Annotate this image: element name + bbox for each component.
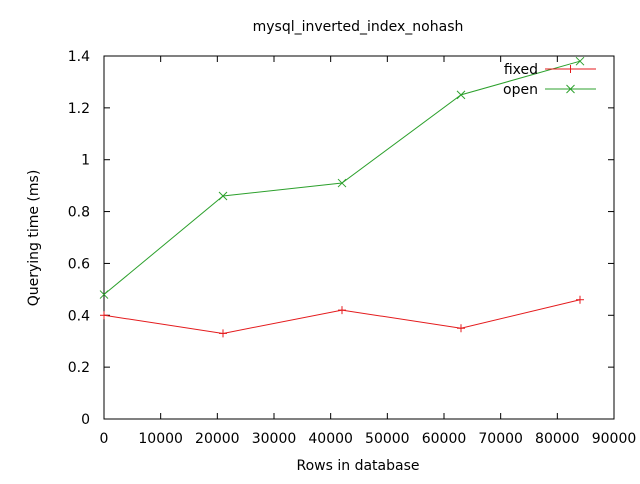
y-axis-label: Querying time (ms) <box>26 170 42 307</box>
y-tick-label: 1.2 <box>68 101 90 117</box>
y-tick-label: 0.6 <box>68 256 90 272</box>
marker-stroke <box>575 56 585 66</box>
y-tick-label: 1 <box>81 153 90 169</box>
series-group <box>99 56 585 338</box>
series-open <box>99 56 585 299</box>
data-point-open <box>337 178 347 188</box>
x-tick-label: 70000 <box>478 431 523 447</box>
data-point-fixed <box>457 324 465 333</box>
series-fixed <box>100 295 584 338</box>
x-tick-label: 90000 <box>592 431 637 447</box>
legend-entry-open: open <box>503 82 596 98</box>
data-point-open <box>218 191 228 201</box>
x-tick-label: 60000 <box>422 431 467 447</box>
x-tick-label: 30000 <box>252 431 297 447</box>
data-point-fixed <box>338 306 346 315</box>
marker-stroke <box>218 191 228 201</box>
axes: 0 10000 20000 30000 40000 50000 60000 70000 8000… <box>68 49 637 447</box>
legend-entry-fixed: fixed <box>504 62 596 78</box>
x-tick-label: 50000 <box>365 431 410 447</box>
marker-stroke <box>456 90 466 100</box>
marker-stroke <box>566 84 575 94</box>
legend: fixed open <box>503 62 596 98</box>
x-tick-label: 10000 <box>138 431 183 447</box>
legend-label-open: open <box>503 82 538 98</box>
legend-marker-open <box>566 84 575 94</box>
y-tick-label: 1.4 <box>68 49 90 65</box>
x-tick-label: 0 <box>100 431 109 447</box>
data-point-fixed <box>219 329 227 338</box>
y-tick-label: 0.4 <box>68 308 90 324</box>
y-tick-label: 0.2 <box>68 360 90 376</box>
y-tick-label: 0.8 <box>68 205 90 221</box>
marker-stroke <box>99 290 109 299</box>
data-point-open <box>99 290 109 299</box>
legend-marker-fixed <box>566 65 575 73</box>
x-tick-label: 80000 <box>535 431 580 447</box>
data-point-open <box>456 90 466 100</box>
y-tick-label: 0 <box>81 412 90 428</box>
legend-label-fixed: fixed <box>504 62 538 78</box>
data-point-fixed <box>576 295 584 304</box>
marker-stroke <box>337 178 347 188</box>
x-tick-label: 40000 <box>308 431 353 447</box>
series-line-fixed <box>103 299 581 334</box>
x-tick-label: 20000 <box>195 431 240 447</box>
chart-title: mysql_inverted_index_nohash <box>253 19 464 35</box>
data-point-open <box>575 56 585 66</box>
x-axis-label: Rows in database <box>297 458 420 474</box>
plot-frame <box>103 55 615 420</box>
data-point-fixed <box>100 311 108 320</box>
